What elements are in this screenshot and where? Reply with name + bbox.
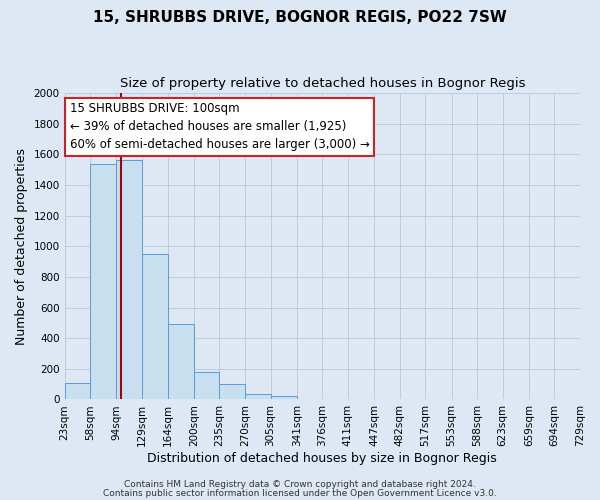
Bar	[142, 254, 167, 400]
Y-axis label: Number of detached properties: Number of detached properties	[15, 148, 28, 345]
Text: Contains public sector information licensed under the Open Government Licence v3: Contains public sector information licen…	[103, 488, 497, 498]
Bar	[65, 382, 90, 400]
Title: Size of property relative to detached houses in Bognor Regis: Size of property relative to detached ho…	[119, 78, 525, 90]
X-axis label: Distribution of detached houses by size in Bognor Regis: Distribution of detached houses by size …	[148, 452, 497, 465]
Bar	[271, 396, 297, 400]
Text: 15 SHRUBBS DRIVE: 100sqm
← 39% of detached houses are smaller (1,925)
60% of sem: 15 SHRUBBS DRIVE: 100sqm ← 39% of detach…	[70, 102, 370, 151]
Bar	[194, 372, 220, 400]
Bar	[90, 164, 116, 400]
Text: Contains HM Land Registry data © Crown copyright and database right 2024.: Contains HM Land Registry data © Crown c…	[124, 480, 476, 489]
Text: 15, SHRUBBS DRIVE, BOGNOR REGIS, PO22 7SW: 15, SHRUBBS DRIVE, BOGNOR REGIS, PO22 7S…	[93, 10, 507, 25]
Bar	[167, 324, 194, 400]
Bar	[220, 384, 245, 400]
Bar	[245, 394, 271, 400]
Bar	[116, 160, 142, 400]
